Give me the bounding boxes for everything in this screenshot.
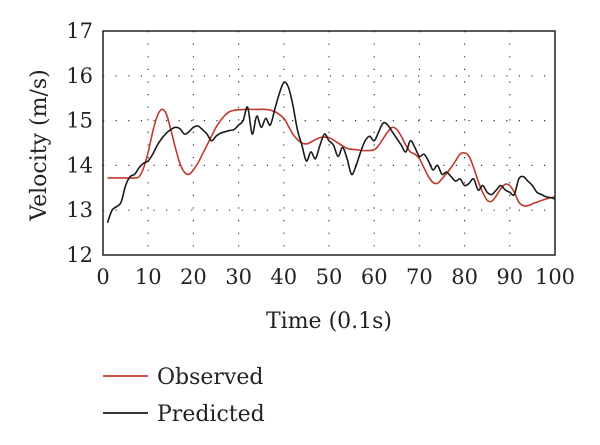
y-tick-label: 12 [66,243,93,267]
grid [103,31,555,255]
plot-frame [102,30,556,256]
x-tick-label: 100 [535,265,575,289]
series-line-observed [107,108,556,207]
x-tick-label: 40 [270,265,297,289]
x-tick-label: 80 [451,265,478,289]
y-tick-label: 15 [66,109,93,133]
y-tick-label: 14 [66,153,93,177]
y-tick-label: 13 [66,198,93,222]
x-axis-label: Time (0.1s) [266,309,392,334]
x-tick-label: 10 [135,265,162,289]
legend-label-observed: Observed [157,365,263,390]
y-tick-label: 17 [66,19,93,43]
x-tick-label: 70 [406,265,433,289]
x-tick-label: 30 [225,265,252,289]
x-tick-label: 50 [316,265,343,289]
series-group [106,81,556,224]
x-tick-label: 20 [180,265,207,289]
x-tick-label: 90 [496,265,523,289]
x-tick-labels: 0 10 20 30 40 50 60 70 80 90 100 [96,265,575,289]
x-tick-label: 60 [361,265,388,289]
legend-label-predicted: Predicted [157,402,265,427]
y-tick-label: 16 [66,64,93,88]
series-line-predicted [106,81,556,224]
y-tick-labels: 12 13 14 15 16 17 [66,19,93,267]
legend: Observed Predicted [103,365,265,427]
x-tick-label: 0 [96,265,109,289]
y-axis-label: Velocity (m/s) [27,69,52,222]
